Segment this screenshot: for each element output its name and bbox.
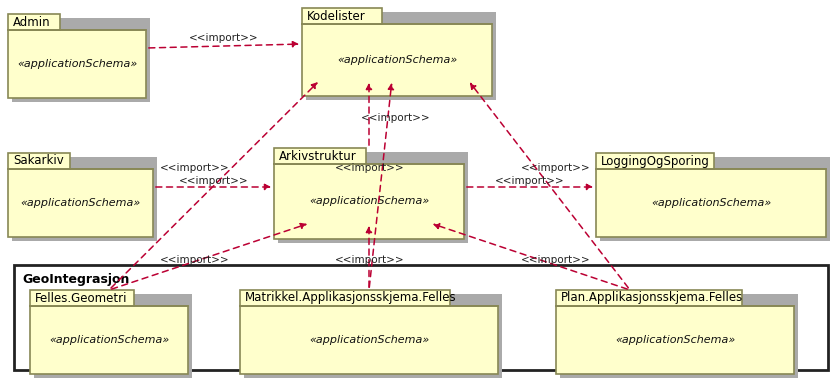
- Bar: [595, 169, 825, 237]
- Text: «applicationSchema»: «applicationSchema»: [614, 335, 734, 345]
- Text: <<import>>: <<import>>: [179, 176, 248, 186]
- Text: <<import>>: <<import>>: [160, 163, 230, 173]
- Bar: [34, 294, 191, 378]
- Bar: [8, 30, 145, 98]
- Text: <<import>>: <<import>>: [160, 255, 230, 265]
- Bar: [8, 169, 153, 237]
- Bar: [555, 306, 793, 374]
- Bar: [240, 290, 450, 306]
- Text: Arkivstruktur: Arkivstruktur: [278, 150, 356, 163]
- Text: «applicationSchema»: «applicationSchema»: [20, 198, 140, 208]
- Text: «applicationSchema»: «applicationSchema»: [48, 335, 169, 345]
- Bar: [244, 294, 502, 378]
- Text: «applicationSchema»: «applicationSchema»: [17, 59, 137, 69]
- Bar: [12, 18, 150, 102]
- Text: <<import>>: <<import>>: [334, 255, 405, 265]
- Bar: [14, 265, 827, 370]
- Bar: [306, 12, 496, 100]
- Text: GeoIntegrasjon: GeoIntegrasjon: [22, 273, 130, 285]
- Bar: [555, 290, 741, 306]
- Text: <<import>>: <<import>>: [521, 255, 590, 265]
- Bar: [240, 306, 497, 374]
- Text: <<import>>: <<import>>: [189, 33, 258, 43]
- Text: Admin: Admin: [13, 15, 50, 28]
- Text: <<import>>: <<import>>: [521, 163, 590, 173]
- Text: «applicationSchema»: «applicationSchema»: [650, 198, 770, 208]
- Bar: [599, 157, 829, 241]
- Text: <<import>>: <<import>>: [334, 163, 405, 173]
- Bar: [278, 152, 467, 243]
- Bar: [273, 164, 463, 239]
- Bar: [273, 148, 365, 164]
- Bar: [8, 153, 70, 169]
- Bar: [302, 24, 492, 96]
- Text: Plan.Applikasjonsskjema.Felles: Plan.Applikasjonsskjema.Felles: [560, 291, 742, 305]
- Text: Kodelister: Kodelister: [307, 9, 365, 23]
- Text: Matrikkel.Applikasjonsskjema.Felles: Matrikkel.Applikasjonsskjema.Felles: [245, 291, 456, 305]
- Bar: [12, 157, 157, 241]
- Bar: [302, 8, 381, 24]
- Text: <<import>>: <<import>>: [495, 176, 564, 186]
- Bar: [8, 14, 60, 30]
- Text: LoggingOgSporing: LoggingOgSporing: [600, 155, 709, 167]
- Text: «applicationSchema»: «applicationSchema»: [308, 197, 429, 206]
- Text: «applicationSchema»: «applicationSchema»: [336, 55, 456, 65]
- Bar: [30, 306, 188, 374]
- Text: Felles.Geometri: Felles.Geometri: [35, 291, 127, 305]
- Bar: [559, 294, 797, 378]
- Text: «applicationSchema»: «applicationSchema»: [308, 335, 429, 345]
- Text: <<import>>: <<import>>: [361, 113, 431, 123]
- Bar: [30, 290, 134, 306]
- Text: Sakarkiv: Sakarkiv: [13, 155, 64, 167]
- Bar: [595, 153, 713, 169]
